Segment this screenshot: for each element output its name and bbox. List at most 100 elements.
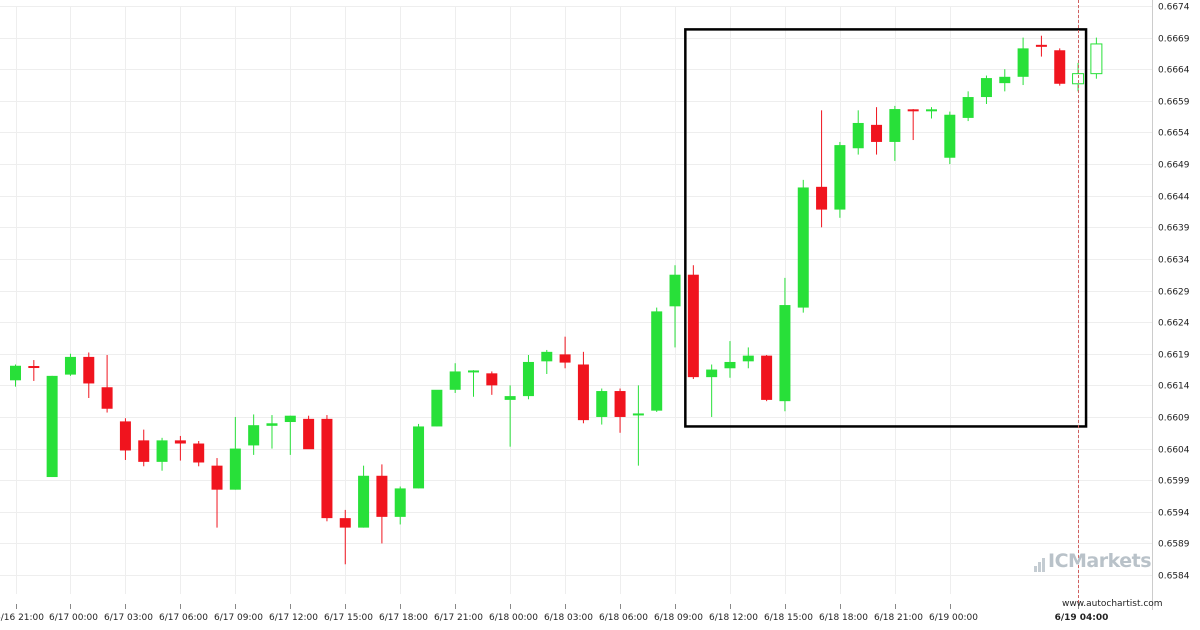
candle [486, 371, 498, 395]
candle [614, 388, 626, 433]
candle [83, 352, 95, 398]
candle [10, 364, 21, 387]
candle-body [193, 443, 205, 463]
candle-body [1090, 43, 1103, 75]
candle [871, 107, 883, 155]
candle [559, 336, 571, 369]
candle-body [1017, 48, 1029, 77]
y-tick-label: 0.6614 [1158, 382, 1190, 392]
x-tick-label: 6/17 12:00 [269, 613, 318, 623]
y-tick-label: 0.6589 [1158, 540, 1190, 550]
candle-body [596, 391, 608, 417]
x-tick-label: 6/17 18:00 [379, 613, 428, 623]
candle [761, 355, 773, 402]
y-tick-label: 0.6619 [1158, 351, 1190, 361]
candle [248, 414, 260, 455]
candle-body [944, 114, 956, 158]
candle-body [394, 488, 406, 517]
x-tick-label: 6/18 00:00 [489, 613, 538, 623]
candle [468, 370, 479, 397]
candle [394, 486, 406, 525]
x-tick-label: 6/18 12:00 [709, 613, 758, 623]
candle [339, 509, 351, 565]
candle [522, 355, 534, 400]
candle [1054, 48, 1066, 86]
candle-body [962, 97, 974, 118]
candle-body [577, 364, 589, 421]
y-tick-label: 0.6629 [1158, 288, 1190, 298]
candle-body [980, 78, 992, 98]
candle-body [651, 311, 663, 411]
x-tick-label: 6/17 00:00 [49, 613, 98, 623]
x-tick-label: 6/17 06:00 [159, 613, 208, 623]
candle-body [284, 415, 296, 423]
candle [431, 389, 443, 427]
candle-body [119, 421, 131, 451]
candle [413, 423, 425, 489]
x-tick-label: 6/17 15:00 [324, 613, 373, 623]
y-tick-label: 0.6669 [1158, 35, 1190, 45]
candle-body [761, 355, 773, 400]
candle-body [504, 396, 516, 400]
candle-body [724, 361, 736, 369]
candle [101, 355, 113, 413]
candle-body [522, 361, 534, 397]
y-tick-label: 0.6659 [1158, 98, 1190, 108]
y-tick-label: 0.6644 [1158, 193, 1190, 203]
candle-body [358, 475, 370, 528]
candle-body [797, 187, 809, 308]
candle-body [999, 76, 1011, 84]
candle [944, 111, 956, 165]
candle [449, 363, 461, 393]
candle-body [138, 440, 150, 462]
candle [266, 415, 278, 449]
candle-body [174, 440, 186, 444]
y-tick-label: 0.6654 [1158, 129, 1190, 139]
candle-body [816, 186, 828, 210]
source-credit: www.autochartist.com [1062, 599, 1163, 609]
candle [651, 307, 663, 412]
candle [28, 360, 40, 381]
candle-body [339, 518, 351, 528]
candle-body [871, 124, 883, 142]
x-tick-label: 6/18 03:00 [544, 613, 593, 623]
candle-body [101, 387, 113, 409]
x-tick-label: 6/17 21:00 [434, 613, 483, 623]
candle [504, 385, 516, 447]
y-tick-label: 0.6634 [1158, 256, 1190, 266]
candle [284, 415, 296, 455]
x-tick-label: 6/17 09:00 [214, 613, 263, 623]
candle-body [541, 351, 553, 362]
candle-body [156, 440, 168, 462]
candle [669, 265, 681, 348]
candle-body [266, 423, 278, 426]
candle [119, 418, 131, 460]
x-tick-label: 6/16 21:00 [0, 613, 44, 623]
candle-body [303, 418, 315, 450]
candle [852, 110, 864, 155]
candle-body [321, 418, 333, 519]
candle [632, 385, 644, 466]
candle [211, 458, 223, 528]
x-tick-label: 6/18 15:00 [764, 613, 813, 623]
brand-name: ICMarkets [1048, 550, 1152, 572]
candle [706, 364, 718, 417]
candle [687, 265, 699, 380]
candle-body [669, 274, 681, 307]
candle-body [614, 391, 626, 417]
candle [962, 91, 974, 122]
candle [816, 110, 828, 228]
candle-body [413, 426, 425, 489]
x-tick-label: 6/19 00:00 [929, 613, 978, 623]
y-tick-label: 0.6624 [1158, 319, 1190, 329]
candle [376, 464, 388, 544]
candle-body [46, 375, 58, 478]
candle [980, 75, 992, 104]
candle [156, 437, 168, 471]
candle-body [10, 365, 21, 381]
candle-body [742, 355, 754, 362]
x-tick-label: 6/18 18:00 [819, 613, 868, 623]
candle [834, 141, 846, 218]
